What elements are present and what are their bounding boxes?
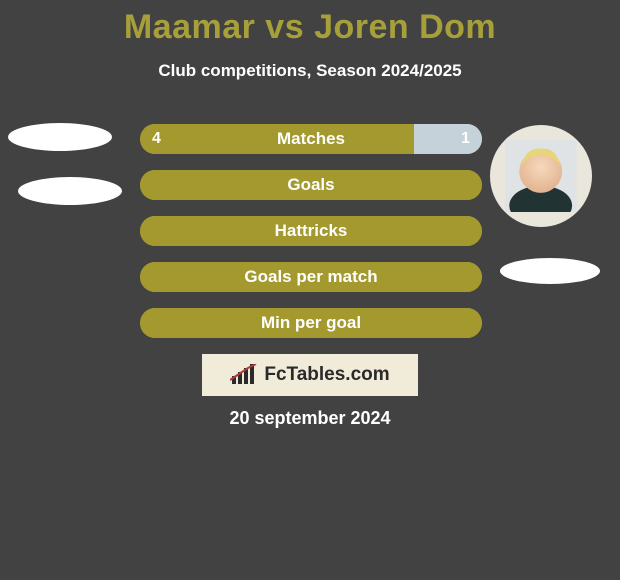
stat-bar: Min per goal: [140, 308, 482, 338]
date-text: 20 september 2024: [0, 408, 620, 429]
page-title: Maamar vs Joren Dom: [0, 0, 620, 47]
bar-chart-icon: [230, 364, 258, 386]
bar-segment-left: [140, 216, 482, 246]
bar-segment-right: [414, 124, 482, 154]
logo-text: FcTables.com: [264, 364, 389, 386]
bar-value-right: 1: [461, 124, 470, 154]
bar-segment-left: [140, 124, 414, 154]
avatar-photo-placeholder: [505, 140, 576, 211]
bar-segment-left: [140, 170, 482, 200]
bar-segment-left: [140, 262, 482, 292]
fctables-logo: FcTables.com: [202, 354, 418, 396]
stat-bar: Hattricks: [140, 216, 482, 246]
stat-bar: Matches41: [140, 124, 482, 154]
stat-bar: Goals: [140, 170, 482, 200]
placeholder-oval: [500, 258, 600, 284]
stat-bars: Matches41GoalsHattricksGoals per matchMi…: [140, 124, 482, 354]
subtitle: Club competitions, Season 2024/2025: [0, 61, 620, 81]
bar-segment-left: [140, 308, 482, 338]
placeholder-oval: [8, 123, 112, 151]
stat-bar: Goals per match: [140, 262, 482, 292]
bar-value-left: 4: [152, 124, 161, 154]
placeholder-oval: [18, 177, 122, 205]
comparison-infographic: Maamar vs Joren Dom Club competitions, S…: [0, 0, 620, 580]
player-right-avatar: [490, 125, 592, 227]
